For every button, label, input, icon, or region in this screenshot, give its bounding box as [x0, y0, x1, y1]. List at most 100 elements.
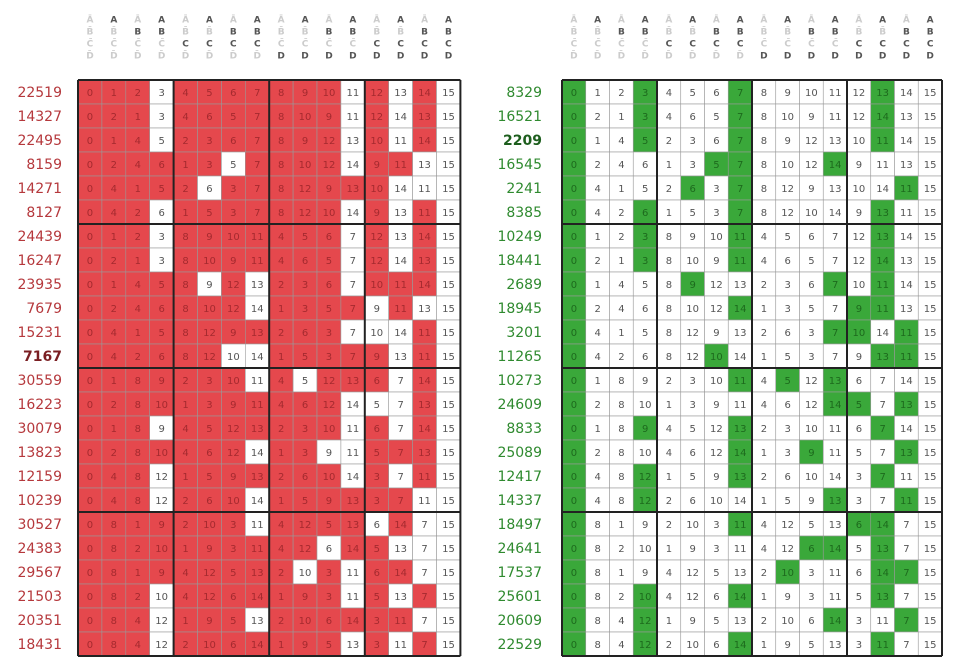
cell-value: 9	[856, 304, 862, 315]
row-label: 22495	[17, 133, 62, 149]
cell-value: 7	[421, 568, 427, 579]
cell-value: 4	[666, 88, 672, 99]
header-letter: D̄	[618, 50, 625, 62]
header-letter: D	[445, 52, 452, 62]
cell-value: 3	[326, 328, 332, 339]
cell-value: 2	[135, 352, 141, 363]
cell-value: 8	[111, 520, 117, 531]
header-letter: C̄	[761, 38, 768, 50]
header-letter: B	[158, 28, 165, 38]
cell-value: 9	[158, 424, 164, 435]
cell-value: 2	[666, 496, 672, 507]
cell-value: 14	[876, 520, 889, 531]
cell-value: 15	[442, 280, 455, 291]
cell-value: 10	[299, 568, 312, 579]
header-letter: D	[808, 52, 815, 62]
cell-value: 9	[689, 544, 695, 555]
row-label: 8159	[26, 157, 62, 173]
header-letter: Ā	[903, 15, 910, 26]
header-letter: A	[206, 16, 213, 26]
cell-value: 7	[879, 400, 885, 411]
cell-value: 5	[206, 88, 212, 99]
cell-value: 5	[158, 184, 164, 195]
cell-value: 10	[299, 616, 312, 627]
header-letter: Ā	[808, 15, 815, 26]
cell-value: 3	[230, 184, 236, 195]
cell-value: 2	[666, 136, 672, 147]
cell-value: 6	[642, 160, 648, 171]
header-letter: Ā	[373, 15, 380, 26]
cell-value: 5	[713, 160, 719, 171]
cell-value: 4	[278, 400, 284, 411]
cell-value: 10	[155, 544, 168, 555]
cell-value: 4	[135, 616, 141, 627]
cell-value: 5	[374, 592, 380, 603]
cell-value: 8	[278, 88, 284, 99]
cell-value: 7	[254, 112, 260, 123]
header-letter: C̄	[350, 38, 357, 50]
cell-value: 12	[299, 544, 312, 555]
cell-value: 9	[808, 496, 814, 507]
cell-value: 4	[618, 304, 624, 315]
cell-value: 7	[397, 472, 403, 483]
header-letter: D̄	[182, 50, 189, 62]
cell-value: 2	[666, 376, 672, 387]
cell-value: 3	[302, 424, 308, 435]
row-label: 24609	[497, 397, 542, 413]
cell-value: 13	[418, 256, 431, 267]
cell-value: 4	[594, 496, 600, 507]
header-letter: D̄	[206, 50, 213, 62]
cell-value: 10	[805, 472, 818, 483]
cell-value: 7	[903, 616, 909, 627]
cell-value: 10	[686, 640, 699, 651]
cell-value: 10	[323, 208, 336, 219]
cell-value: 10	[370, 280, 383, 291]
cell-value: 2	[618, 592, 624, 603]
header-letter: D̄	[594, 50, 601, 62]
cell-value: 12	[639, 616, 652, 627]
cell-value: 6	[302, 256, 308, 267]
cell-value: 2	[761, 616, 767, 627]
cell-value: 9	[206, 544, 212, 555]
header-letter: Ā	[278, 15, 285, 26]
cell-value: 0	[87, 592, 93, 603]
header-letter: D̄	[641, 50, 648, 62]
cell-value: 10	[639, 544, 652, 555]
cell-value: 4	[135, 640, 141, 651]
cell-value: 1	[135, 520, 141, 531]
row-label: 14327	[17, 109, 62, 125]
cell-value: 4	[111, 208, 117, 219]
header-letter: C	[182, 40, 189, 50]
cell-value: 11	[394, 616, 407, 627]
cell-value: 0	[87, 88, 93, 99]
cell-value: 12	[805, 400, 818, 411]
cell-value: 13	[734, 616, 747, 627]
cell-value: 7	[737, 136, 743, 147]
cell-value: 8	[594, 616, 600, 627]
cell-value: 6	[713, 88, 719, 99]
cell-value: 11	[734, 520, 747, 531]
cell-value: 13	[876, 88, 889, 99]
cell-value: 0	[571, 184, 577, 195]
cell-value: 0	[87, 184, 93, 195]
cell-value: 5	[784, 352, 790, 363]
cell-value: 2	[594, 304, 600, 315]
cell-value: 15	[924, 280, 937, 291]
cell-value: 12	[227, 424, 240, 435]
cell-value: 11	[734, 544, 747, 555]
row-label: 2209	[503, 133, 542, 149]
cell-value: 1	[111, 376, 117, 387]
cell-value: 13	[900, 304, 913, 315]
cell-value: 9	[206, 616, 212, 627]
header-letter: C̄	[134, 38, 141, 50]
cell-value: 7	[254, 136, 260, 147]
header-letter: C	[373, 40, 380, 50]
cell-value: 4	[111, 352, 117, 363]
cell-value: 13	[346, 184, 359, 195]
cell-value: 7	[397, 448, 403, 459]
cell-value: 4	[135, 136, 141, 147]
cell-value: 11	[418, 208, 431, 219]
cell-value: 10	[805, 424, 818, 435]
cell-value: 1	[761, 448, 767, 459]
cell-value: 3	[302, 304, 308, 315]
